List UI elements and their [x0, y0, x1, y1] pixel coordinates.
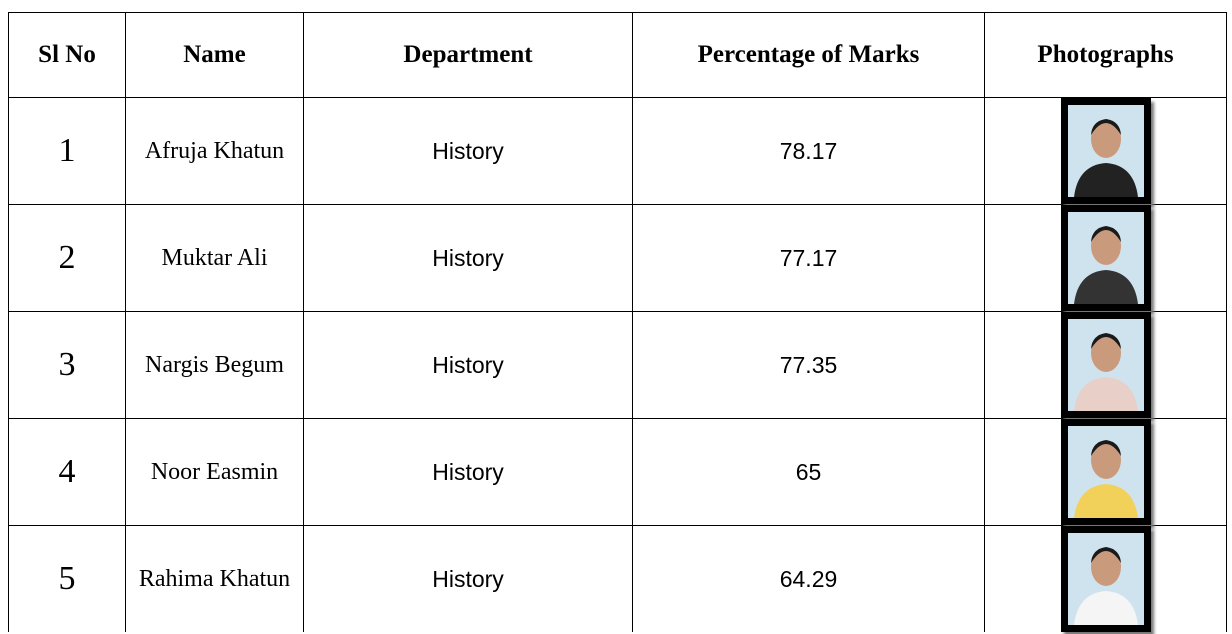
- shoulders: [1074, 163, 1138, 197]
- serial-number: 1: [9, 98, 126, 205]
- photo: [1061, 312, 1151, 418]
- photo-cell: [985, 419, 1227, 526]
- student-name: Noor Easmin: [126, 419, 304, 526]
- portrait: [1068, 426, 1144, 518]
- percentage: 77.35: [633, 312, 985, 419]
- photo-cell: [985, 205, 1227, 312]
- photo: [1061, 205, 1151, 311]
- portrait: [1068, 212, 1144, 304]
- serial-number: 2: [9, 205, 126, 312]
- shoulders: [1074, 270, 1138, 304]
- photo-cell: [985, 526, 1227, 633]
- department: History: [304, 526, 633, 633]
- percentage: 78.17: [633, 98, 985, 205]
- department: History: [304, 205, 633, 312]
- column-header: Percentage of Marks: [633, 13, 985, 98]
- serial-number: 5: [9, 526, 126, 633]
- student-name: Nargis Begum: [126, 312, 304, 419]
- percentage: 65: [633, 419, 985, 526]
- photo-cell: [985, 98, 1227, 205]
- column-header: Department: [304, 13, 633, 98]
- photo: [1061, 526, 1151, 632]
- student-name: Rahima Khatun: [126, 526, 304, 633]
- photo-cell: [985, 312, 1227, 419]
- serial-number: 3: [9, 312, 126, 419]
- student-name: Muktar Ali: [126, 205, 304, 312]
- percentage: 77.17: [633, 205, 985, 312]
- percentage: 64.29: [633, 526, 985, 633]
- page: Sl NoNameDepartmentPercentage of MarksPh…: [0, 0, 1232, 634]
- column-header: Sl No: [9, 13, 126, 98]
- portrait: [1068, 105, 1144, 197]
- department: History: [304, 419, 633, 526]
- portrait: [1068, 319, 1144, 411]
- department: History: [304, 98, 633, 205]
- serial-number: 4: [9, 419, 126, 526]
- student-name: Afruja Khatun: [126, 98, 304, 205]
- photo: [1061, 419, 1151, 525]
- column-header: Name: [126, 13, 304, 98]
- column-header: Photographs: [985, 13, 1227, 98]
- shoulders: [1074, 484, 1138, 518]
- shoulders: [1074, 377, 1138, 411]
- portrait: [1068, 533, 1144, 625]
- shoulders: [1074, 591, 1138, 625]
- department: History: [304, 312, 633, 419]
- photo: [1061, 98, 1151, 204]
